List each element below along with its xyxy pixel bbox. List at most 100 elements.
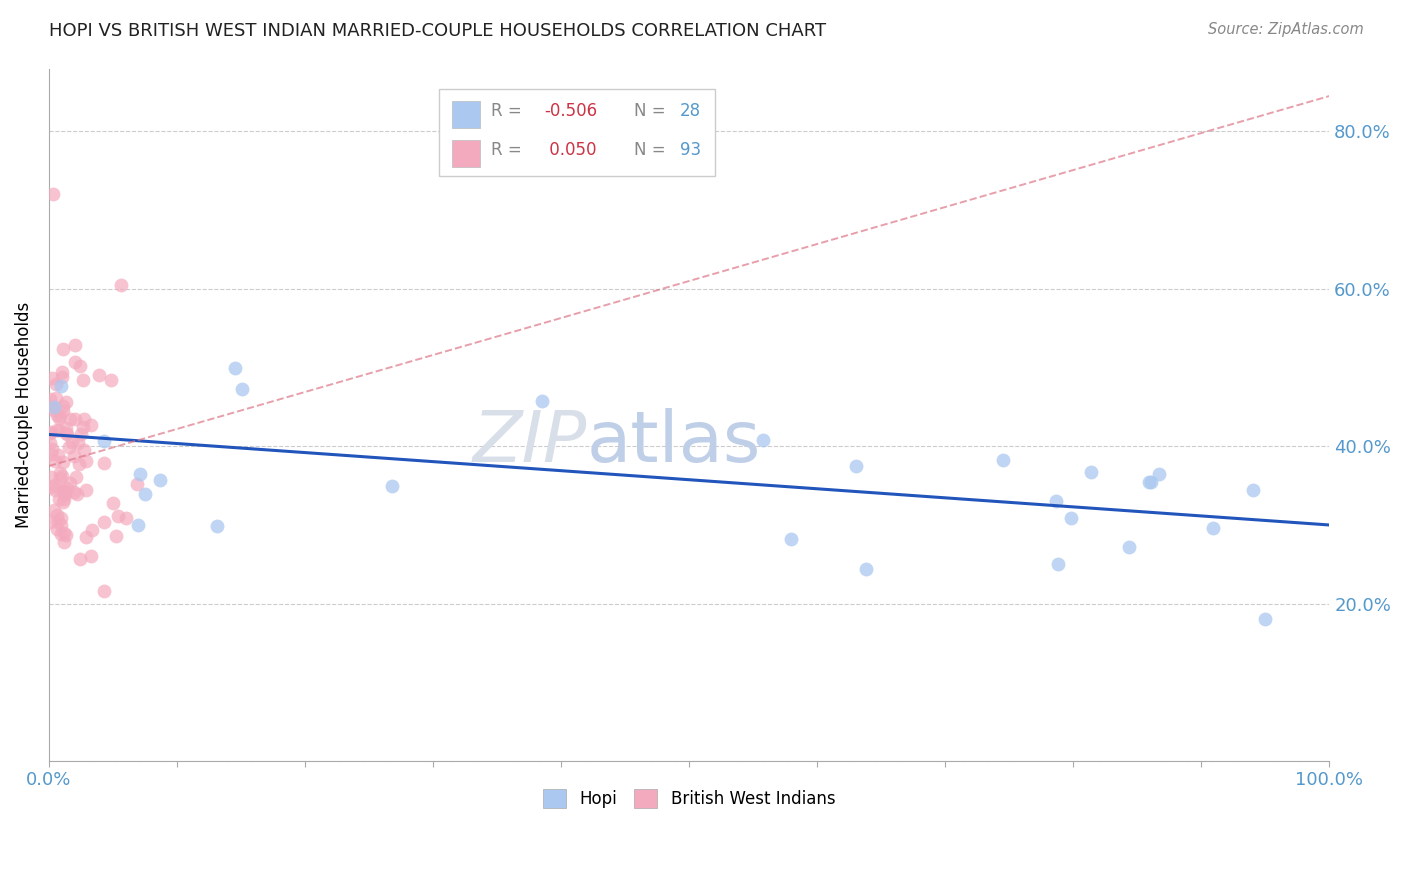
Point — [89, 368, 111, 383]
Point — [48, 471, 70, 485]
Point — [51, 526, 73, 541]
Point — [531, 394, 554, 409]
Point — [93, 515, 115, 529]
Text: R =: R = — [491, 102, 527, 120]
Point — [1241, 483, 1264, 498]
Point — [115, 511, 138, 525]
Point — [93, 456, 115, 470]
Point — [1060, 511, 1083, 525]
Point — [42, 400, 65, 414]
Point — [55, 425, 77, 440]
Text: 28: 28 — [681, 102, 702, 120]
Point — [48, 411, 70, 425]
Bar — [440, 89, 714, 176]
Point — [110, 278, 132, 293]
Point — [45, 376, 67, 391]
Bar — [453, 139, 481, 167]
Point — [44, 503, 66, 517]
Point — [134, 487, 156, 501]
Point — [72, 420, 94, 434]
Point — [82, 523, 104, 537]
Point — [46, 423, 69, 437]
Point — [73, 411, 96, 425]
Point — [205, 519, 228, 533]
Text: Source: ZipAtlas.com: Source: ZipAtlas.com — [1208, 22, 1364, 37]
Point — [52, 342, 75, 356]
Point — [45, 391, 67, 405]
Point — [51, 365, 73, 379]
Y-axis label: Married-couple Households: Married-couple Households — [15, 301, 32, 528]
Legend: Hopi, British West Indians: Hopi, British West Indians — [536, 782, 842, 815]
Point — [42, 187, 65, 202]
Point — [45, 522, 67, 536]
Point — [380, 479, 402, 493]
Point — [39, 470, 62, 484]
Point — [1139, 475, 1161, 489]
Point — [52, 491, 75, 506]
Point — [125, 477, 148, 491]
Point — [1118, 540, 1140, 554]
Point — [48, 423, 70, 437]
Point — [42, 403, 65, 417]
Point — [60, 434, 83, 449]
Text: 93: 93 — [681, 141, 702, 159]
Point — [44, 453, 66, 467]
Point — [103, 496, 125, 510]
Text: R =: R = — [491, 141, 527, 159]
Point — [69, 552, 91, 566]
Text: -0.506: -0.506 — [544, 102, 598, 120]
Point — [107, 508, 129, 523]
Point — [63, 338, 86, 352]
Point — [67, 458, 90, 472]
Point — [1254, 612, 1277, 626]
Point — [41, 371, 63, 385]
Point — [39, 446, 62, 460]
Point — [1080, 466, 1102, 480]
Point — [1137, 475, 1160, 490]
Point — [38, 436, 60, 450]
Point — [59, 411, 82, 425]
Point — [42, 400, 65, 414]
Point — [76, 530, 98, 544]
Point — [73, 443, 96, 458]
Point — [100, 373, 122, 387]
Point — [55, 421, 77, 435]
Point — [51, 469, 73, 483]
Text: N =: N = — [634, 141, 671, 159]
Point — [39, 425, 62, 439]
Text: HOPI VS BRITISH WEST INDIAN MARRIED-COUPLE HOUSEHOLDS CORRELATION CHART: HOPI VS BRITISH WEST INDIAN MARRIED-COUP… — [49, 22, 827, 40]
Point — [752, 434, 775, 448]
Point — [991, 452, 1014, 467]
Point — [52, 535, 75, 549]
Point — [129, 467, 152, 481]
Point — [63, 411, 86, 425]
Point — [93, 434, 115, 448]
Point — [53, 484, 76, 499]
Point — [59, 476, 82, 491]
Point — [46, 514, 69, 528]
Point — [48, 492, 70, 507]
Point — [58, 441, 80, 455]
Point — [62, 485, 84, 500]
Point — [53, 525, 76, 540]
Point — [38, 516, 60, 530]
Point — [72, 373, 94, 387]
Point — [93, 584, 115, 599]
Point — [51, 379, 73, 393]
Point — [845, 458, 868, 473]
Point — [855, 562, 877, 576]
Point — [49, 409, 72, 423]
Point — [65, 355, 87, 369]
Point — [1046, 557, 1069, 571]
Point — [104, 529, 127, 543]
Point — [67, 436, 90, 450]
Point — [41, 480, 63, 494]
Point — [231, 382, 253, 396]
Point — [52, 454, 75, 468]
Bar — [453, 101, 481, 128]
Point — [53, 485, 76, 500]
Point — [51, 370, 73, 384]
Text: ZIP: ZIP — [472, 408, 586, 477]
Point — [53, 486, 76, 500]
Point — [52, 483, 75, 498]
